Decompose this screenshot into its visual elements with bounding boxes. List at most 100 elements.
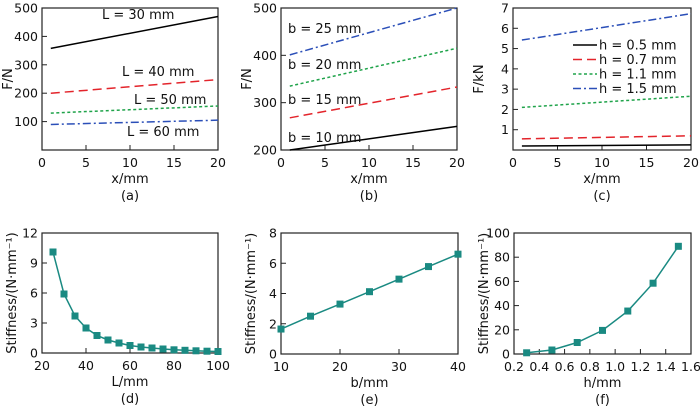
y-tick-label: 400 (14, 29, 38, 44)
series-line (289, 47, 458, 87)
y-tick-label: 300 (14, 57, 38, 72)
x-tick-label: 0.8 (580, 359, 600, 374)
x-axis-label: x/mm (583, 172, 620, 187)
data-point (277, 325, 285, 333)
x-tick-label: 1.0 (605, 359, 625, 374)
series-line (521, 12, 692, 41)
series-line (521, 144, 692, 147)
panel-b: 0 5 10 15 20 200 300 400 500 x/mm F/N (b) b = 10 mm b… (240, 1, 465, 205)
y-tick-label: 9 (30, 256, 38, 271)
x-tick-label: 20 (34, 358, 50, 373)
plot-frame (41, 232, 219, 354)
data-point (93, 332, 101, 339)
data-point (624, 307, 632, 315)
data-point (523, 349, 531, 357)
y-tick-label: 3 (30, 316, 38, 331)
x-tick-label: 80 (166, 358, 182, 373)
x-tick-label: 5 (321, 155, 329, 170)
data-point (104, 336, 112, 344)
data-point (599, 326, 606, 334)
data-point (181, 346, 189, 354)
x-tick-label: 10 (122, 155, 138, 170)
y-tick-label: 60 (494, 274, 510, 289)
panel-label: (d) (121, 392, 139, 407)
series-annotation: L = 50 mm (134, 93, 206, 108)
legend-label: h = 1.1 mm (599, 68, 677, 83)
y-tick-label: 200 (14, 86, 38, 101)
y-tick-label: 2 (501, 102, 509, 117)
series-annotation: L = 40 mm (122, 65, 194, 80)
y-tick-label: 2 (269, 316, 277, 331)
y-tick-label: 5 (501, 41, 509, 56)
x-tick-label: 15 (166, 155, 182, 170)
series-annotation: b = 20 mm (288, 58, 361, 73)
panel-label: (c) (593, 189, 610, 204)
data-point (71, 312, 79, 320)
data-point (395, 275, 403, 283)
x-tick-label: 40 (450, 359, 466, 374)
x-tick-label: 10 (594, 155, 610, 170)
y-tick-label: 6 (30, 286, 38, 301)
series-line (289, 86, 458, 119)
x-tick-label: 100 (206, 358, 230, 373)
x-tick-label: 0.4 (529, 359, 549, 374)
x-tick-label: 1.6 (681, 359, 700, 374)
y-tick-label: 12 (22, 226, 38, 241)
y-tick-label: 500 (253, 1, 277, 16)
series-line (289, 7, 458, 56)
panel-d: 20 40 60 80 100 0 3 6 9 12 L/mm Stiffness/(N·mm⁻¹) (… (5, 226, 230, 408)
y-tick-label: 20 (494, 322, 510, 337)
x-axis-label: h/mm (584, 376, 622, 391)
y-tick-label: 300 (253, 95, 277, 110)
y-tick-label: 1 (501, 122, 509, 137)
x-axis-label: x/mm (111, 172, 148, 187)
y-axis-label: Stiffness/(N·mm⁻¹) (244, 233, 259, 354)
x-tick-label: 20 (449, 155, 465, 170)
y-axis-label: Stiffness/(N·mm⁻¹) (5, 232, 20, 353)
x-tick-label: 5 (82, 155, 90, 170)
y-tick-label: 0 (269, 347, 277, 362)
x-tick-label: 5 (554, 155, 562, 170)
panel-label: (f) (595, 393, 610, 408)
x-tick-label: 20 (683, 155, 699, 170)
y-axis-label: F/N (240, 68, 255, 90)
panel-f: 0.2 0.4 0.6 0.8 1.0 1.2 1.4 1.6 0 20 40 60 80 100 h/mm… (477, 226, 700, 409)
x-tick-label: 0.2 (504, 359, 524, 374)
x-tick-label: 20 (332, 359, 348, 374)
series-line (50, 15, 219, 50)
data-point (115, 339, 123, 347)
panel-a: 0 5 10 15 20 100 200 300 400 500 x/mm F/N (a) L = 30 … (1, 1, 226, 205)
series-line (289, 125, 458, 151)
x-tick-label: 1.4 (656, 359, 676, 374)
y-tick-label: 7 (501, 1, 509, 16)
x-tick-label: 0 (277, 155, 285, 170)
data-point (126, 342, 134, 349)
x-tick-label: 0 (38, 155, 46, 170)
data-point (674, 242, 682, 250)
y-tick-label: 6 (501, 21, 509, 36)
y-tick-label: 0 (30, 346, 38, 361)
data-point (82, 324, 90, 332)
series-annotation: L = 60 mm (127, 125, 199, 140)
y-tick-label: 100 (486, 226, 510, 241)
data-point (366, 288, 373, 296)
data-point (203, 347, 211, 355)
panel-label: (b) (360, 189, 378, 204)
x-tick-label: 15 (405, 155, 421, 170)
x-tick-label: 40 (78, 358, 94, 373)
x-tick-label: 0.6 (555, 359, 575, 374)
legend-label: h = 0.5 mm (599, 39, 677, 54)
y-tick-label: 8 (269, 226, 277, 241)
x-tick-label: 60 (122, 358, 138, 373)
y-axis-label: Stiffness/(N·mm⁻¹) (477, 233, 492, 354)
data-point (137, 343, 145, 351)
data-point (548, 346, 556, 354)
data-point (336, 300, 344, 308)
y-tick-label: 500 (14, 1, 38, 16)
y-tick-label: 4 (269, 286, 277, 301)
series-annotation: b = 25 mm (288, 22, 361, 37)
data-point (307, 312, 314, 320)
legend-label: h = 1.5 mm (599, 82, 677, 97)
panel-e: 10 20 30 40 0 2 4 6 8 b/mm Stiffness/(N·mm⁻¹) (e) (244, 226, 466, 409)
